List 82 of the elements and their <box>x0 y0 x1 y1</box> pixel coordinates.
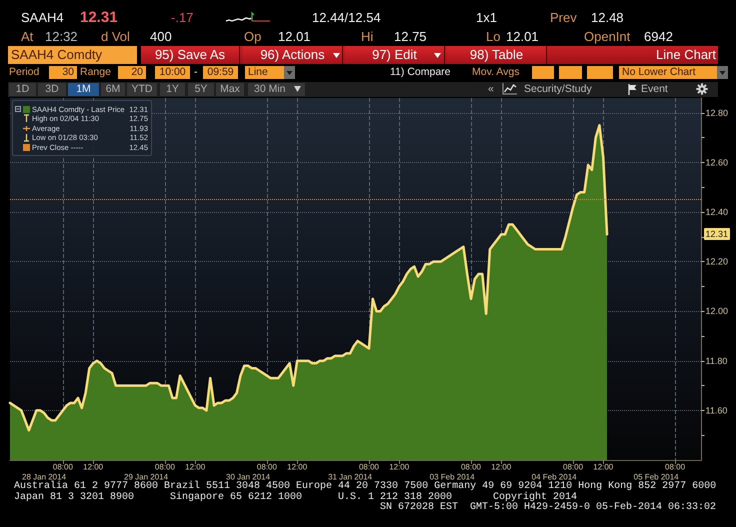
text: d Vol <box>101 29 130 45</box>
text: Range <box>80 66 111 79</box>
annotation: 12.31 <box>704 228 730 240</box>
text: 12.75 <box>394 29 427 45</box>
x-tick-label: 28 Jan 2014 <box>22 472 67 482</box>
tab-button: Max <box>216 83 244 96</box>
text: Japan 81 3 3201 8900 <box>14 492 134 503</box>
toolbar-button: 97) Edit <box>345 46 445 64</box>
select-button: 30 Min <box>248 83 305 96</box>
text: 12.01 <box>278 29 311 45</box>
text: Op <box>244 29 262 45</box>
tab-button: 1Y <box>160 83 185 96</box>
y-tick-label: 12.80 <box>706 108 728 118</box>
y-tick-label: 12.20 <box>706 256 728 267</box>
x-tick-label: 12:00 <box>389 462 410 472</box>
text: SN 672028 EST GMT-5:00 H429-2459-0 05-Feb-2014 06:33:02 <box>380 502 716 513</box>
tab-button: 1D <box>9 83 36 96</box>
text: 11) Compare <box>390 66 450 79</box>
text: -.17 <box>171 10 194 26</box>
toolbar-button: 98) Table <box>447 46 547 64</box>
x-tick-label: 05 Feb 2014 <box>634 472 680 482</box>
x-tick-label: 08:00 <box>665 462 686 472</box>
text: « <box>488 82 494 97</box>
x-tick-label: 12:00 <box>491 462 512 472</box>
y-tick-label: 12.60 <box>706 157 728 168</box>
text: Event <box>641 82 668 97</box>
text: Singapore 65 6212 1000 <box>170 492 302 503</box>
text: Period <box>9 66 40 79</box>
text: 1x1 <box>476 10 497 26</box>
text: Lo <box>486 29 500 45</box>
x-tick-label: 08:00 <box>358 462 380 472</box>
y-tick-label: 11.60 <box>706 405 728 416</box>
x-tick-label: 08:00 <box>256 462 278 472</box>
text: Australia 61 2 9777 8600 Brazil 5511 3048 4500 Europe 44 20 7330 7500 Germany 49 69 9204 1210 Hong Kong 852 2977 6000 <box>14 481 716 492</box>
x-tick-label: 03 Feb 2014 <box>430 472 476 482</box>
y-tick-label: 12.00 <box>706 306 728 316</box>
x-tick-label: 08:00 <box>460 462 482 472</box>
text: Mov. Avgs <box>472 66 520 79</box>
x-tick-label: 31 Jan 2014 <box>328 472 373 482</box>
x-tick-label: 30 Jan 2014 <box>226 472 271 482</box>
x-tick-label: 08:00 <box>154 462 176 472</box>
x-tick-label: 04 Feb 2014 <box>532 472 578 482</box>
input-field: 09:59 <box>203 66 238 79</box>
text: SAAH4 <box>21 10 64 26</box>
text: At <box>21 29 34 45</box>
y-tick-label: 11.80 <box>706 356 728 366</box>
text: - <box>194 66 198 79</box>
text: 12.44/12.54 <box>312 10 381 26</box>
y-tick-label: 12.40 <box>706 207 728 218</box>
toolbar-button: 96) Actions <box>243 46 343 64</box>
selected-tab-button: 1M <box>68 83 99 96</box>
x-tick-label: 08:00 <box>563 462 584 472</box>
text: Security/Study <box>524 82 592 97</box>
input-field: SAAH4 Comdty <box>8 46 137 64</box>
tab-button: 5Y <box>188 83 214 96</box>
tab-button: 3D <box>38 83 66 96</box>
input-field: 30 <box>49 66 77 79</box>
text: Prev <box>550 10 577 26</box>
text: 12.48 <box>591 10 624 26</box>
x-tick-label: 12:00 <box>83 462 104 472</box>
input-field: 20 <box>118 66 146 79</box>
x-tick-label: 12:00 <box>185 462 206 472</box>
select-field: No Lower Chart <box>619 66 717 79</box>
x-tick-label: 12:00 <box>593 462 614 472</box>
text: 12.01 <box>506 29 539 45</box>
text: 12.31 <box>80 9 118 27</box>
text: Copyright 2014 <box>493 492 578 503</box>
toolbar-button: 95) Save As <box>141 46 240 64</box>
x-tick-label: 12:00 <box>287 462 308 472</box>
x-tick-label: 29 Jan 2014 <box>124 472 169 482</box>
text: U.S. 1 212 318 2000 <box>338 492 452 503</box>
text: OpenInt <box>584 29 630 45</box>
text: 6942 <box>644 29 673 45</box>
x-tick-label: 08:00 <box>52 462 74 472</box>
text: Line Chart <box>655 46 716 64</box>
text: Hi <box>361 29 374 45</box>
text: 400 <box>150 29 172 45</box>
select-field: Line <box>245 66 284 79</box>
tab-button: YTD <box>127 83 157 96</box>
input-field: 10:00 <box>155 66 190 79</box>
tab-button: 6M <box>101 83 125 96</box>
text: 12:32 <box>45 29 78 45</box>
